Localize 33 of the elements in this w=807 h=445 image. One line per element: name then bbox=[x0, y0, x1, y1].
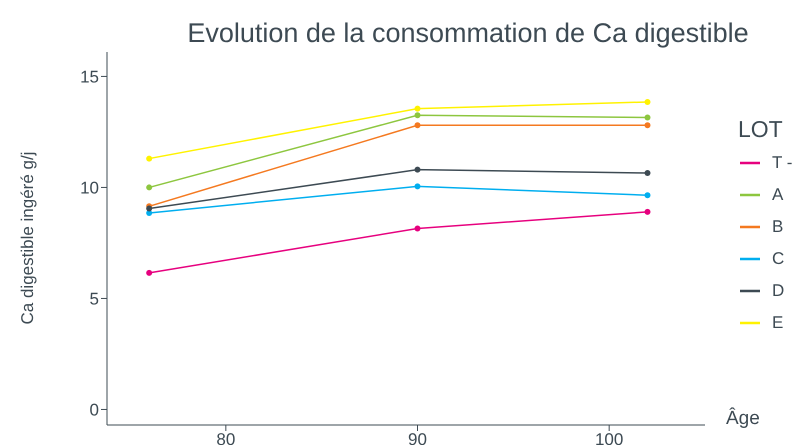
y-tick-label: 15 bbox=[80, 67, 99, 86]
point bbox=[644, 192, 650, 198]
point bbox=[146, 270, 152, 276]
legend-label: C bbox=[772, 249, 784, 269]
legend-label: T - bbox=[772, 153, 792, 173]
y-tick-label: 5 bbox=[90, 289, 99, 308]
point bbox=[146, 156, 152, 162]
legend-label: B bbox=[772, 217, 784, 237]
point bbox=[644, 170, 650, 176]
y-axis-title: Ca digestible ingéré g/j bbox=[18, 152, 38, 324]
x-axis-title: Âge bbox=[726, 408, 760, 430]
point bbox=[644, 114, 650, 120]
point bbox=[644, 208, 650, 215]
point bbox=[414, 166, 420, 173]
point bbox=[414, 112, 420, 118]
legend-label: E bbox=[772, 313, 784, 333]
point bbox=[414, 226, 420, 232]
legend-label: D bbox=[772, 281, 784, 301]
x-tick-label: 90 bbox=[408, 430, 427, 445]
point bbox=[414, 183, 420, 190]
point bbox=[644, 122, 650, 128]
point bbox=[644, 98, 650, 105]
chart-title: Evolution de la consommation de Ca digestible bbox=[186, 18, 750, 49]
x-tick-label: 80 bbox=[216, 430, 236, 445]
point bbox=[414, 106, 420, 112]
x-tick-label: 100 bbox=[594, 430, 624, 445]
y-tick-label: 0 bbox=[90, 400, 99, 420]
point bbox=[146, 206, 152, 212]
legend-label: A bbox=[772, 185, 784, 205]
point bbox=[146, 184, 152, 190]
y-tick-label: 10 bbox=[80, 178, 99, 198]
point bbox=[414, 122, 420, 128]
legend-title: LOT bbox=[738, 116, 784, 143]
